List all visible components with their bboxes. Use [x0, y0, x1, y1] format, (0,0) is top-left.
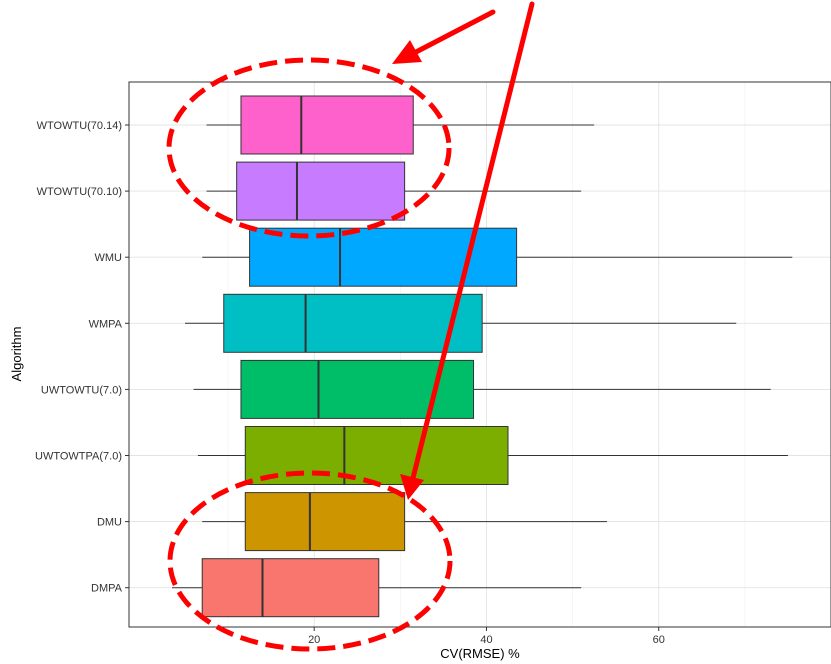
- y-tick-label: DMPA: [91, 583, 123, 595]
- grid-lines: [129, 82, 831, 627]
- x-tick-label: 40: [480, 634, 492, 646]
- x-tick-label: 20: [308, 634, 320, 646]
- y-tick-label: WMU: [95, 252, 123, 264]
- plot-panel-border: [128, 81, 831, 628]
- x-tick-label: 60: [653, 634, 665, 646]
- y-tick-label: UWTOWTU(7.0): [41, 384, 122, 396]
- box-iqr: [201, 558, 380, 618]
- box-WTOWTU(70.10): [206, 161, 582, 221]
- highlight-ellipse-bottom: [167, 470, 453, 652]
- x-axis-title: CV(RMSE) %: [440, 646, 520, 661]
- box-DMPA: [172, 558, 582, 618]
- y-axis-title: Algorithm: [9, 327, 24, 382]
- y-tick-label: UWTOWTPA(7.0): [35, 451, 122, 463]
- y-tick-label: DMU: [97, 517, 122, 529]
- box-DMU: [202, 492, 608, 552]
- box-UWTOWTU(7.0): [193, 359, 771, 419]
- box-WTOWTU(70.14): [206, 95, 595, 155]
- box-iqr: [240, 95, 414, 155]
- box-iqr: [236, 161, 406, 221]
- box-iqr: [223, 293, 483, 353]
- y-tick-label: WTOWTU(70.10): [37, 186, 122, 198]
- box-UWTOWTPA(7.0): [197, 426, 788, 485]
- highlight-ellipse-top: [166, 57, 452, 239]
- box-iqr: [244, 426, 509, 485]
- box-iqr: [244, 492, 406, 552]
- box-series: [172, 95, 793, 618]
- box-iqr: [249, 227, 518, 287]
- x-axis-ticks: 20 40 60: [308, 627, 665, 646]
- box-WMPA: [184, 293, 737, 353]
- arrow-to-bottom-ellipse: [400, 1, 535, 500]
- y-axis-ticks: WTOWTU(70.14) WTOWTU(70.10) WMU WMPA UWTOWTU…: [35, 120, 129, 595]
- y-tick-label: WMPA: [89, 318, 123, 330]
- arrow-to-top-ellipse: [392, 9, 496, 64]
- y-tick-label: WTOWTU(70.14): [37, 120, 122, 132]
- annotation-layer: [166, 1, 535, 652]
